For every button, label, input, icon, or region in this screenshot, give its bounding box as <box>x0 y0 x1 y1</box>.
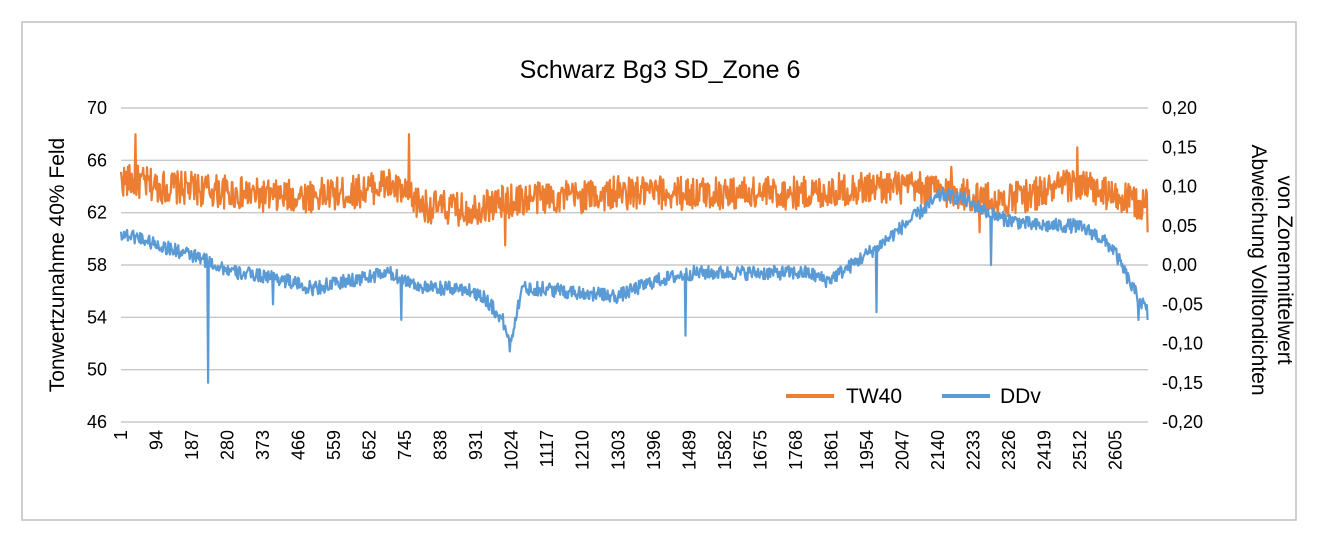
right-tick-label: -0,05 <box>1162 294 1203 314</box>
x-tick-label: 373 <box>253 430 273 460</box>
x-tick-label: 1675 <box>750 430 770 470</box>
x-tick-label: 745 <box>395 430 415 460</box>
x-tick-label: 1 <box>111 430 131 440</box>
x-tick-label: 2047 <box>892 430 912 470</box>
x-tick-label: 838 <box>431 430 451 460</box>
series-line-ddv <box>119 186 1149 384</box>
right-tick-label: 0,15 <box>1162 137 1197 157</box>
x-tick-label: 931 <box>466 430 486 460</box>
x-tick-label: 1861 <box>821 430 841 470</box>
x-tick-label: 1489 <box>679 430 699 470</box>
x-tick-label: 94 <box>147 430 167 450</box>
left-axis-ticks: 46 50 54 58 62 66 70 <box>87 98 107 432</box>
legend: TW40 DDv <box>786 385 1041 408</box>
right-axis-ticks: -0,20 -0,15 -0,10 -0,05 0,00 0,05 0,10 0,15 0,20 <box>1162 98 1203 432</box>
series-layer <box>119 133 1149 384</box>
x-tick-label: 187 <box>182 430 202 460</box>
x-tick-label: 652 <box>360 430 380 460</box>
left-tick-label: 70 <box>87 98 107 118</box>
left-tick-label: 66 <box>87 150 107 170</box>
left-tick-label: 62 <box>87 203 107 223</box>
x-tick-label: 466 <box>289 430 309 460</box>
left-axis-label: Tonwertzunahme 40% Feld <box>46 138 69 392</box>
right-tick-label: 0,05 <box>1162 216 1197 236</box>
left-tick-label: 58 <box>87 255 107 275</box>
gridlines <box>121 107 1148 423</box>
left-tick-label: 54 <box>87 307 107 327</box>
right-tick-label: -0,15 <box>1162 373 1203 393</box>
x-tick-label: 2419 <box>1034 430 1054 470</box>
x-tick-label: 2233 <box>963 430 983 470</box>
legend-label-ddv: DDv <box>1000 385 1041 408</box>
x-tick-label: 559 <box>324 430 344 460</box>
x-tick-label: 1396 <box>644 430 664 470</box>
x-tick-label: 280 <box>218 430 238 460</box>
right-tick-label: 0,20 <box>1162 98 1197 118</box>
x-tick-label: 1303 <box>608 430 628 470</box>
x-tick-label: 1768 <box>786 430 806 470</box>
right-tick-label: -0,10 <box>1162 334 1203 354</box>
x-tick-label: 1954 <box>857 430 877 470</box>
x-tick-label: 2512 <box>1070 430 1090 470</box>
x-tick-label: 1117 <box>537 430 557 467</box>
left-tick-label: 46 <box>87 412 107 432</box>
x-tick-label: 2605 <box>1106 430 1126 470</box>
x-tick-label: 1210 <box>573 430 593 470</box>
x-tick-label: 1024 <box>502 430 522 470</box>
legend-label-tw40: TW40 <box>846 385 902 408</box>
x-axis-ticks: 1 94 187 280 373 466 559 652 745 838 931 1024 1117 12… <box>111 430 1126 470</box>
x-tick-label: 1582 <box>715 430 735 470</box>
chart-title: Schwarz Bg3 SD_Zone 6 <box>520 56 801 84</box>
right-tick-label: -0,20 <box>1162 412 1203 432</box>
right-axis-label-line1: Abweichung Volltondichten <box>1247 144 1270 395</box>
right-tick-label: 0,10 <box>1162 177 1197 197</box>
right-tick-label: 0,00 <box>1162 255 1197 275</box>
series-line-tw40 <box>119 133 1149 247</box>
right-axis-label-line2: von Zonenmittelwert <box>1273 175 1296 364</box>
x-tick-label: 2326 <box>999 430 1019 470</box>
left-tick-label: 50 <box>87 360 107 380</box>
x-tick-label: 2140 <box>928 430 948 470</box>
